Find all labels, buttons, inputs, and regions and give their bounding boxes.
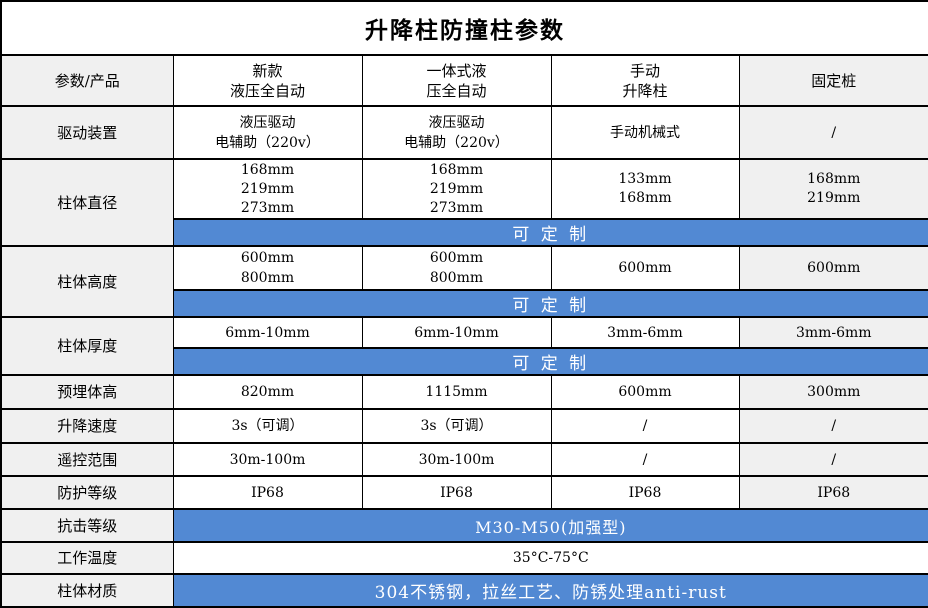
value-remote-col1: 30m-100m: [172, 442, 363, 477]
value-protection-col3: IP68: [550, 475, 740, 510]
value-embedded-col1: 820mm: [172, 374, 363, 410]
customizable-banner-diameter: 可 定 制: [172, 218, 928, 247]
value-remote-col2: 30m-100m: [361, 442, 552, 477]
row-label-impact-rating: 抗击等级: [0, 508, 174, 543]
value-height-col3: 600mm: [550, 245, 740, 291]
value-diameter-col3: 133mm 168mm: [550, 158, 740, 220]
row-label-embedded-height: 预埋体高: [0, 374, 174, 410]
header-product-fixed-post: 固定桩: [738, 54, 928, 107]
row-label-thickness: 柱体厚度: [0, 316, 174, 376]
value-height-col1: 600mm 800mm: [172, 245, 363, 291]
row-label-drive: 驱动装置: [0, 105, 174, 160]
row-label-diameter: 柱体直径: [0, 158, 174, 247]
value-thickness-col4: 3mm-6mm: [738, 316, 928, 349]
value-speed-col2: 3s（可调）: [361, 408, 552, 444]
value-thickness-col2: 6mm-10mm: [361, 316, 552, 349]
value-embedded-col3: 600mm: [550, 374, 740, 410]
customizable-banner-thickness: 可 定 制: [172, 347, 928, 376]
value-height-col2: 600mm 800mm: [361, 245, 552, 291]
value-remote-col3: /: [550, 442, 740, 477]
value-diameter-col1: 168mm 219mm 273mm: [172, 158, 363, 220]
row-label-height: 柱体高度: [0, 245, 174, 318]
value-drive-col1: 液压驱动 电辅助（220v）: [172, 105, 363, 160]
row-label-lift-speed: 升降速度: [0, 408, 174, 444]
value-protection-col4: IP68: [738, 475, 928, 510]
row-label-remote-range: 遥控范围: [0, 442, 174, 477]
value-diameter-col2: 168mm 219mm 273mm: [361, 158, 552, 220]
value-height-col4: 600mm: [738, 245, 928, 291]
working-temperature-value: 35°C-75°C: [172, 541, 928, 575]
value-thickness-col3: 3mm-6mm: [550, 316, 740, 349]
value-protection-col1: IP68: [172, 475, 363, 510]
row-label-working-temperature: 工作温度: [0, 541, 174, 575]
value-remote-col4: /: [738, 442, 928, 477]
header-product-new-hydraulic: 新款 液压全自动: [172, 54, 363, 107]
value-drive-col4: /: [738, 105, 928, 160]
value-protection-col2: IP68: [361, 475, 552, 510]
value-drive-col3: 手动机械式: [550, 105, 740, 160]
header-param-product: 参数/产品: [0, 54, 174, 107]
value-speed-col4: /: [738, 408, 928, 444]
material-value: 304不锈钢，拉丝工艺、防锈处理anti-rust: [172, 573, 928, 608]
header-product-manual-lift: 手动 升降柱: [550, 54, 740, 107]
row-label-protection-rating: 防护等级: [0, 475, 174, 510]
value-thickness-col1: 6mm-10mm: [172, 316, 363, 349]
value-embedded-col2: 1115mm: [361, 374, 552, 410]
value-embedded-col4: 300mm: [738, 374, 928, 410]
impact-rating-value: M30-M50(加强型): [172, 508, 928, 543]
header-product-integrated-hydraulic: 一体式液 压全自动: [361, 54, 552, 107]
value-speed-col1: 3s（可调）: [172, 408, 363, 444]
value-drive-col2: 液压驱动 电辅助（220v）: [361, 105, 552, 160]
value-diameter-col4: 168mm 219mm: [738, 158, 928, 220]
row-label-material: 柱体材质: [0, 573, 174, 608]
value-speed-col3: /: [550, 408, 740, 444]
customizable-banner-height: 可 定 制: [172, 289, 928, 318]
table-title: 升降柱防撞柱参数: [0, 0, 928, 56]
